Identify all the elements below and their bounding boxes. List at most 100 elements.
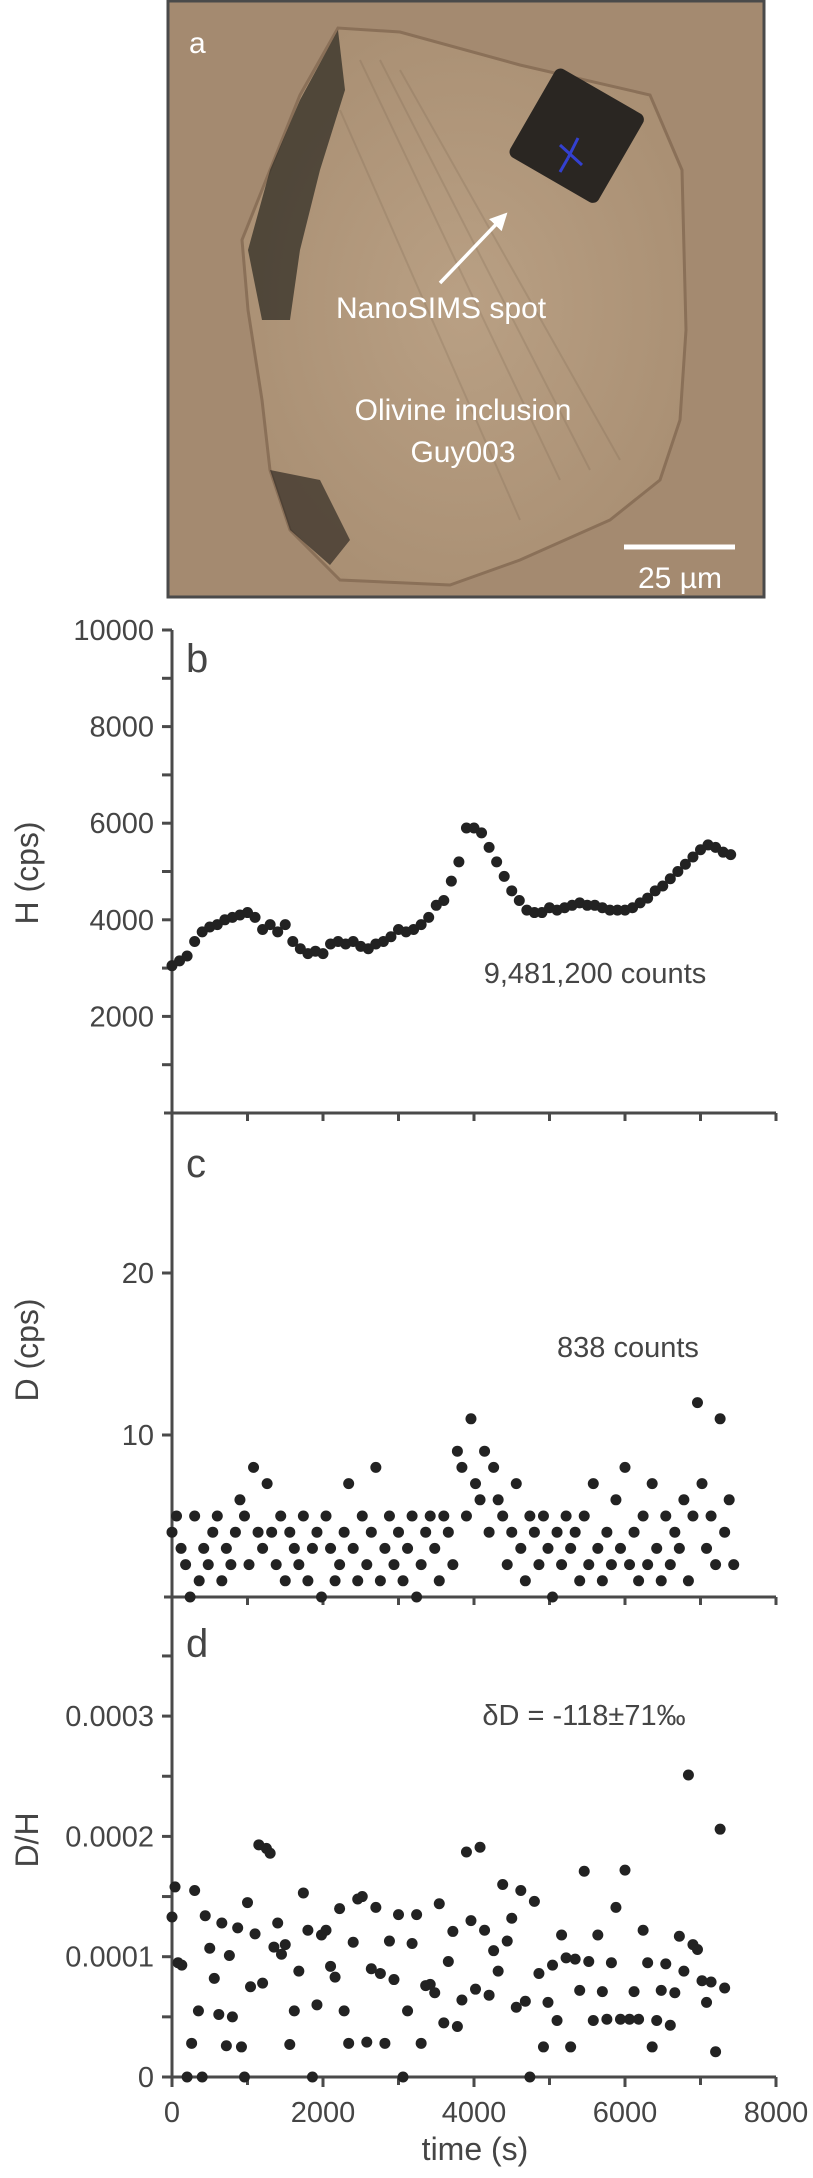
data-point xyxy=(691,1943,703,1955)
data-point xyxy=(453,856,465,868)
data-point xyxy=(491,856,503,868)
data-point xyxy=(257,1542,269,1554)
d-counts-annotation: 838 counts xyxy=(557,1332,699,1364)
data-point xyxy=(465,1915,477,1927)
data-point xyxy=(169,1881,181,1893)
y-tick-label: 0 xyxy=(138,2062,154,2094)
data-point xyxy=(204,1942,216,1954)
data-point xyxy=(701,1996,713,2008)
data-point xyxy=(725,849,737,861)
data-point xyxy=(438,2017,450,2029)
data-point xyxy=(501,1935,513,1947)
data-point xyxy=(528,1526,540,1538)
data-point xyxy=(181,2071,193,2083)
data-point xyxy=(211,1510,223,1522)
data-point xyxy=(257,1977,269,1989)
data-point xyxy=(393,1909,404,1921)
data-point xyxy=(181,950,193,962)
data-point xyxy=(569,1526,581,1538)
data-point xyxy=(560,1952,572,1964)
data-point xyxy=(242,1897,253,1909)
data-point xyxy=(415,919,427,931)
data-point xyxy=(306,2071,318,2083)
data-point xyxy=(317,948,329,960)
y-tick-label: 20 xyxy=(122,1258,154,1290)
data-point xyxy=(423,911,435,923)
data-point xyxy=(374,1968,386,1980)
data-point xyxy=(245,1981,257,1993)
data-point xyxy=(388,1559,400,1571)
data-point xyxy=(633,2013,645,2025)
data-point xyxy=(547,1959,559,1971)
data-point xyxy=(660,1510,672,1522)
data-point xyxy=(470,1478,482,1490)
data-point xyxy=(642,1957,654,1969)
data-point xyxy=(506,1526,518,1538)
spot-label: NanoSIMS spot xyxy=(336,292,547,325)
panel-letter-b: b xyxy=(186,637,208,681)
data-point xyxy=(596,1575,608,1587)
data-point xyxy=(402,2005,414,2017)
data-point xyxy=(234,1494,246,1506)
y-tick-label: 10 xyxy=(122,1420,154,1452)
data-point xyxy=(184,1591,196,1603)
data-point xyxy=(488,1945,500,1957)
data-point xyxy=(657,880,669,892)
data-point xyxy=(315,1591,327,1603)
data-point xyxy=(302,1924,314,1936)
dark-edge-lower xyxy=(270,470,350,565)
data-point xyxy=(415,2037,427,2049)
data-point xyxy=(279,1939,291,1951)
data-point xyxy=(574,1984,586,1996)
x-axis-title: time (s) xyxy=(422,2131,529,2167)
data-point xyxy=(406,1937,418,1949)
data-point xyxy=(510,2001,522,2013)
data-point xyxy=(225,1559,237,1571)
data-point xyxy=(370,1461,382,1473)
data-point xyxy=(574,1575,586,1587)
data-point xyxy=(542,1542,554,1554)
data-point xyxy=(238,1510,250,1522)
h-counts-annotation: 9,481,200 counts xyxy=(484,958,707,990)
data-point xyxy=(226,2011,238,2023)
data-point xyxy=(213,2008,225,2020)
data-point xyxy=(651,1542,663,1554)
data-point xyxy=(293,1965,305,1977)
data-point xyxy=(465,1413,477,1425)
data-point xyxy=(655,1575,667,1587)
data-point xyxy=(605,1957,617,1969)
data-point xyxy=(479,1924,491,1936)
delta-d-annotation: δD = -118±71‰ xyxy=(482,1700,685,1732)
x-tick-label: 2000 xyxy=(291,2097,356,2129)
data-point xyxy=(506,885,518,897)
data-point xyxy=(728,1559,740,1571)
data-point xyxy=(592,1929,604,1941)
data-point xyxy=(476,827,488,839)
data-point xyxy=(506,1912,518,1924)
data-point xyxy=(275,1510,287,1522)
data-point xyxy=(442,1526,454,1538)
y-tick-label: 0.0002 xyxy=(65,1821,154,1853)
axes-d: 0 2000 4000 6000 8000 0 0.0001 0.0002 0.0003 xyxy=(65,1597,808,2129)
data-point xyxy=(673,1930,685,1942)
data-point xyxy=(646,1478,658,1490)
data-point xyxy=(619,1461,631,1473)
data-point xyxy=(365,1526,377,1538)
data-point xyxy=(578,1510,590,1522)
y-tick-label: 0.0003 xyxy=(65,1701,154,1733)
data-point xyxy=(347,1936,359,1948)
data-point xyxy=(682,1769,694,1781)
data-point xyxy=(192,2005,204,2017)
data-point xyxy=(374,1575,386,1587)
data-point xyxy=(411,1909,423,1921)
data-point xyxy=(329,1575,341,1587)
panel-letter-a: a xyxy=(189,27,206,60)
data-point xyxy=(565,1542,577,1554)
data-point xyxy=(252,1526,264,1538)
data-points-c xyxy=(166,1397,740,1603)
data-point xyxy=(176,1959,188,1971)
panel-letter-d: d xyxy=(186,1622,208,1666)
data-point xyxy=(220,2040,232,2052)
data-point xyxy=(619,1864,631,1876)
data-point xyxy=(687,851,699,863)
